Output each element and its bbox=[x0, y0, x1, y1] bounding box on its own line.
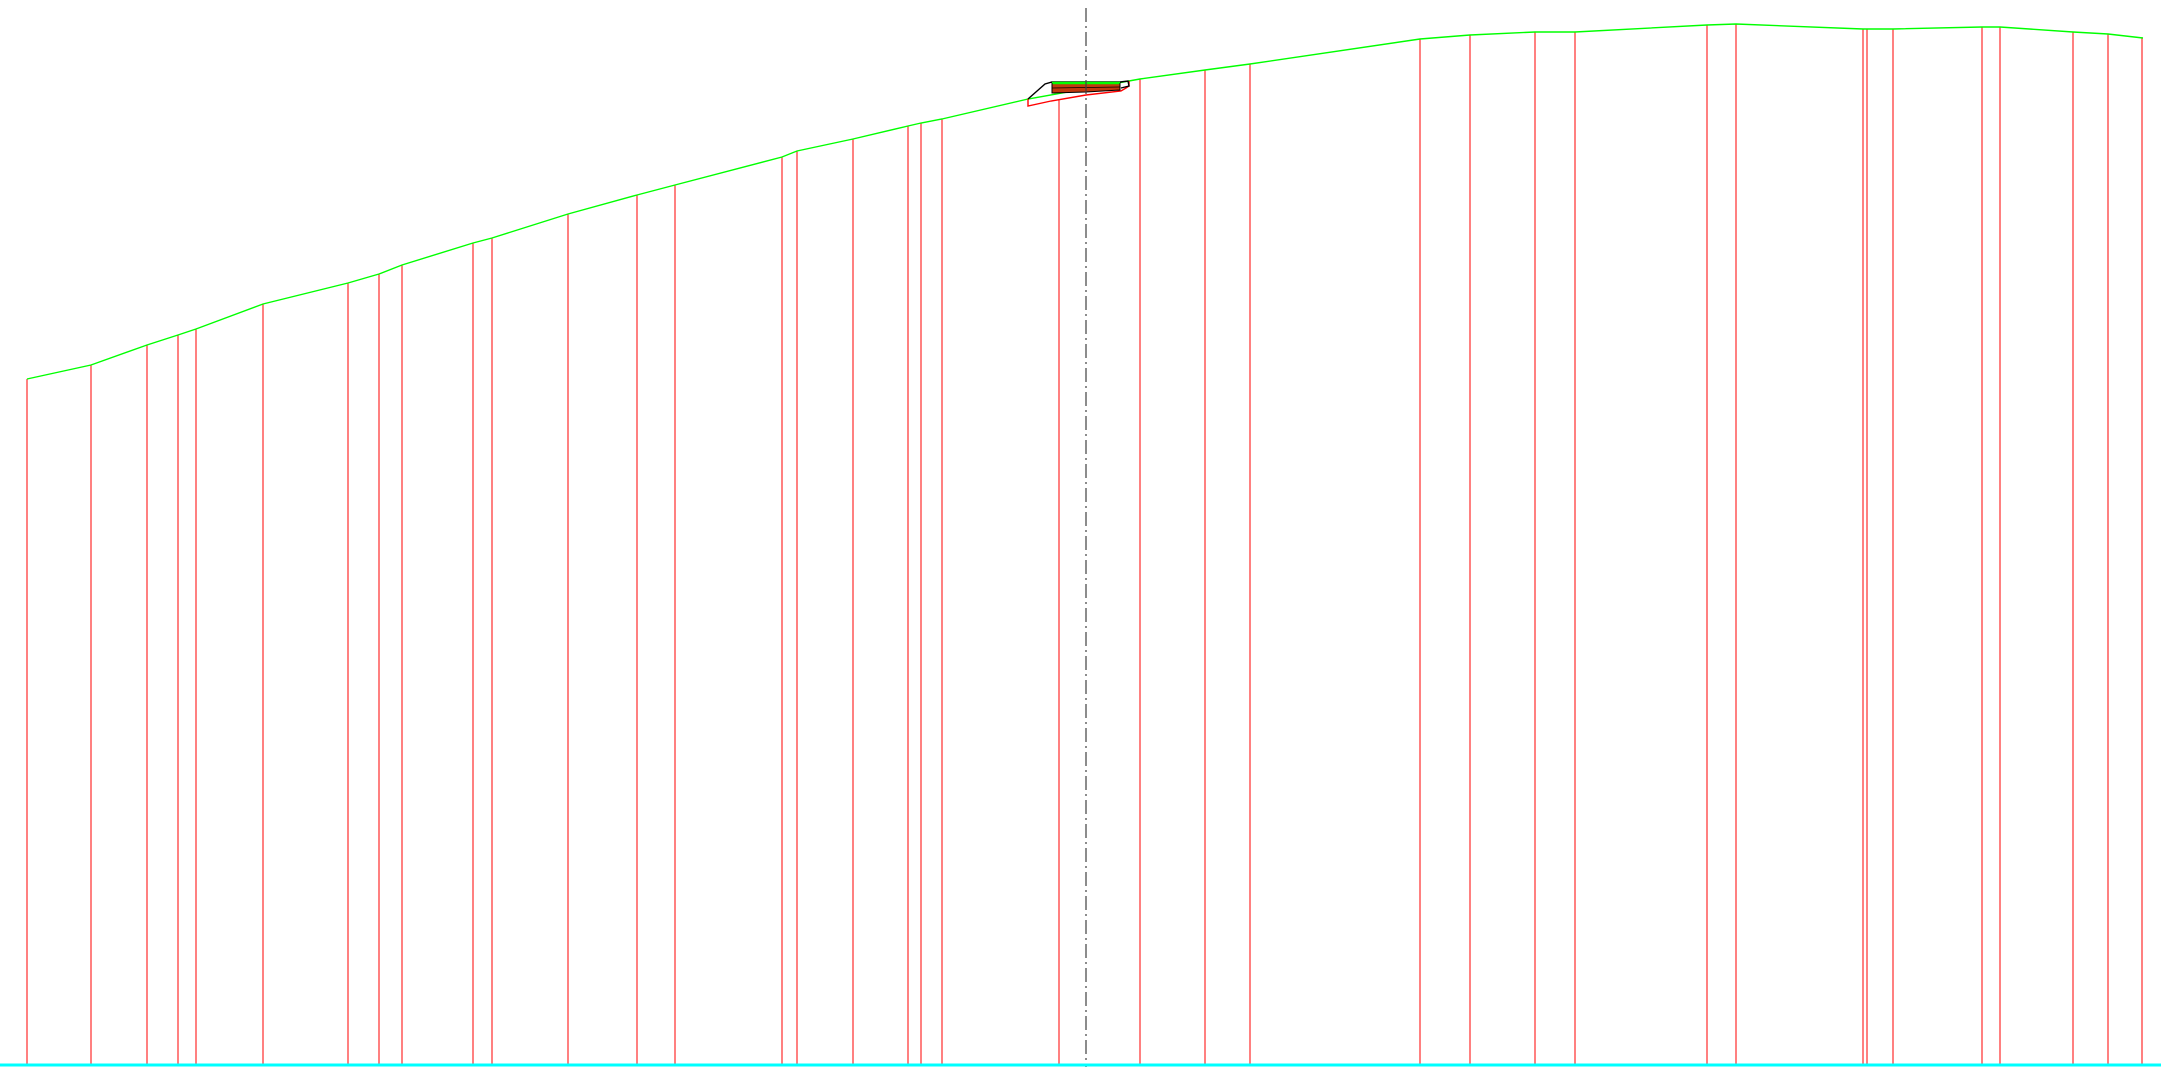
ground-profile-line bbox=[26, 23, 2144, 380]
road-section bbox=[1027, 80, 1130, 107]
station-lines bbox=[26, 24, 2143, 1065]
